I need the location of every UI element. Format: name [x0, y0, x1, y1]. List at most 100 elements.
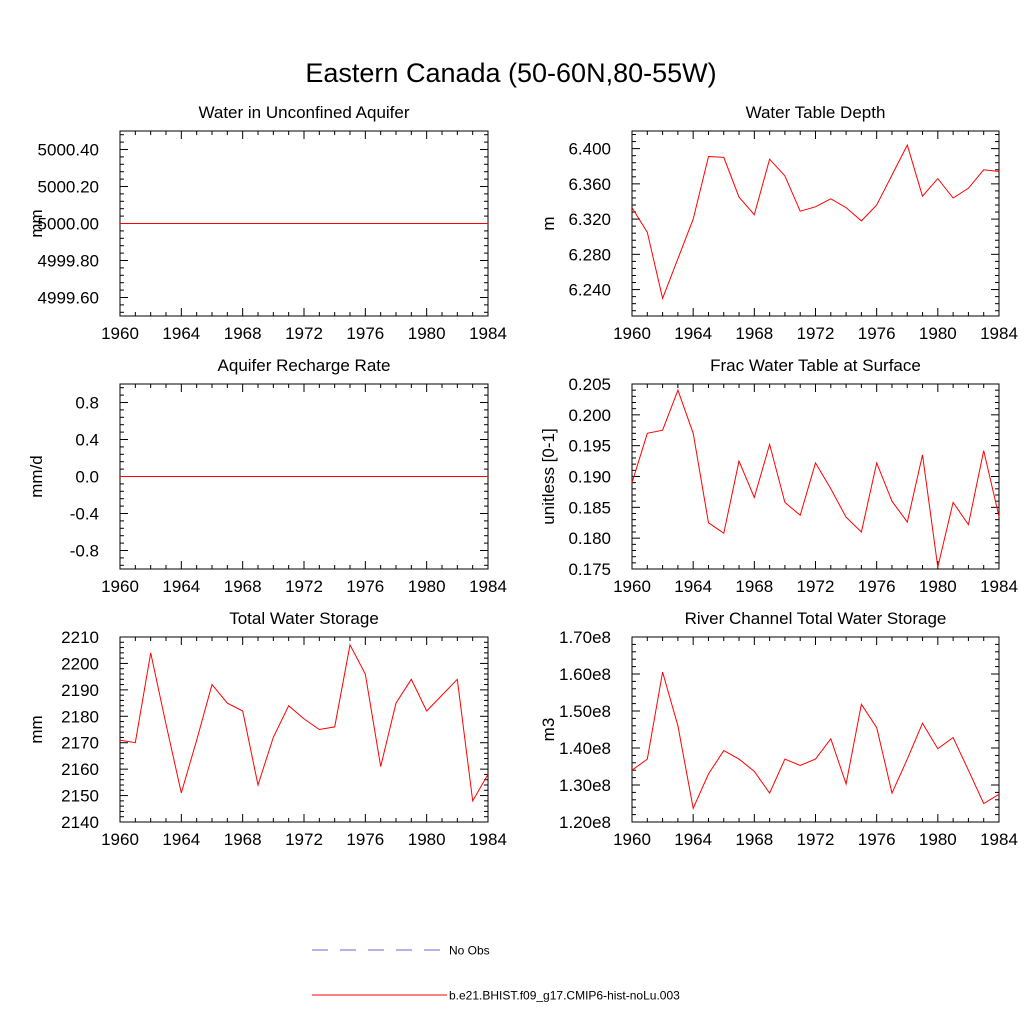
x-tick-label: 1968: [735, 577, 773, 596]
legend-label-no-obs: No Obs: [449, 944, 490, 958]
y-tick-label: 6.280: [568, 245, 611, 264]
x-tick-label: 1980: [919, 324, 957, 343]
y-tick-label: 1.50e8: [559, 702, 611, 721]
x-tick-label: 1972: [285, 830, 323, 849]
x-tick-label: 1976: [346, 577, 384, 596]
y-tick-label: 2190: [61, 681, 99, 700]
x-tick-label: 1968: [224, 577, 262, 596]
x-tick-label: 1984: [469, 830, 507, 849]
y-tick-label: 1.20e8: [559, 813, 611, 832]
x-tick-label: 1968: [224, 830, 262, 849]
x-tick-label: 1984: [980, 830, 1018, 849]
x-tick-label: 1980: [408, 830, 446, 849]
plot-frame: [119, 636, 489, 823]
x-tick-label: 1984: [980, 577, 1018, 596]
y-tick-label: 5000.40: [38, 141, 99, 160]
x-tick-label: 1964: [674, 577, 712, 596]
y-tick-label: 0.8: [75, 394, 99, 413]
x-tick-label: 1980: [408, 324, 446, 343]
x-tick-label: 1968: [735, 830, 773, 849]
x-tick-label: 1976: [858, 830, 896, 849]
x-tick-label: 1964: [162, 577, 200, 596]
x-tick-label: 1960: [101, 324, 139, 343]
x-tick-label: 1984: [469, 324, 507, 343]
y-tick-label: 1.40e8: [559, 739, 611, 758]
y-axis-label: m: [539, 216, 558, 230]
y-tick-label: 1.70e8: [559, 628, 611, 647]
y-tick-label: 5000.20: [38, 178, 99, 197]
x-tick-label: 1976: [858, 324, 896, 343]
panel-title: River Channel Total Water Storage: [685, 609, 947, 628]
y-tick-label: 2150: [61, 787, 99, 806]
legend-label-model: b.e21.BHIST.f09_g17.CMIP6-hist-noLu.003: [449, 989, 680, 1003]
x-tick-label: 1960: [613, 830, 651, 849]
x-tick-label: 1964: [162, 830, 200, 849]
y-tick-label: 2160: [61, 760, 99, 779]
series-line-0: [631, 388, 1000, 568]
y-tick-label: 6.320: [568, 210, 611, 229]
panel-title: Total Water Storage: [229, 609, 379, 628]
y-tick-label: 0.4: [75, 431, 99, 450]
y-tick-label: 0.195: [568, 437, 611, 456]
panel-title: Frac Water Table at Surface: [710, 356, 921, 375]
panel-1: Water Table Depth m 1960 1964 1968 1972 1976 19…: [539, 103, 1018, 343]
panel-title: Aquifer Recharge Rate: [218, 356, 391, 375]
plot-frame: [631, 636, 1000, 823]
series-line-0: [631, 671, 1000, 810]
x-tick-label: 1976: [858, 577, 896, 596]
y-tick-label: -0.4: [70, 505, 99, 524]
x-tick-label: 1980: [919, 830, 957, 849]
y-tick-label: 2180: [61, 707, 99, 726]
y-tick-label: 0.205: [568, 375, 611, 394]
x-tick-label: 1968: [735, 324, 773, 343]
y-tick-label: 0.175: [568, 560, 611, 579]
y-tick-label: 6.400: [568, 140, 611, 159]
x-tick-label: 1972: [797, 830, 835, 849]
x-tick-label: 1960: [101, 830, 139, 849]
figure-title: Eastern Canada (50-60N,80-55W): [305, 58, 716, 88]
x-tick-label: 1984: [469, 577, 507, 596]
x-tick-label: 1964: [162, 324, 200, 343]
x-tick-label: 1976: [346, 324, 384, 343]
y-tick-label: 5000.00: [38, 215, 99, 234]
legend: No Obs b.e21.BHIST.f09_g17.CMIP6-hist-no…: [312, 944, 680, 1003]
panel-3: Frac Water Table at Surface unitless [0-1…: [539, 356, 1018, 596]
y-axis-label: mm: [27, 715, 46, 743]
series-line-0: [119, 643, 489, 803]
y-tick-label: -0.8: [70, 542, 99, 561]
panel-2: Aquifer Recharge Rate mm/d 1960 1964 1968 197…: [27, 356, 507, 596]
y-tick-label: 0.185: [568, 498, 611, 517]
x-tick-label: 1964: [674, 830, 712, 849]
x-tick-label: 1968: [224, 324, 262, 343]
panel-title: Water in Unconfined Aquifer: [198, 103, 409, 122]
x-tick-label: 1972: [285, 577, 323, 596]
x-tick-label: 1972: [797, 577, 835, 596]
y-tick-label: 6.240: [568, 281, 611, 300]
plot-frame: [631, 130, 1000, 317]
x-tick-label: 1960: [613, 577, 651, 596]
panel-4: Total Water Storage mm 1960 1964 1968 1972 197…: [27, 609, 507, 849]
x-tick-label: 1980: [919, 577, 957, 596]
y-tick-label: 1.30e8: [559, 776, 611, 795]
y-tick-label: 0.0: [75, 468, 99, 487]
y-tick-label: 4999.60: [38, 289, 99, 308]
panel-0: Water in Unconfined Aquifer mm 1960 1964 196…: [27, 103, 507, 343]
x-tick-label: 1972: [285, 324, 323, 343]
y-tick-label: 6.360: [568, 175, 611, 194]
panel-title: Water Table Depth: [746, 103, 886, 122]
y-tick-label: 2210: [61, 628, 99, 647]
x-tick-label: 1960: [613, 324, 651, 343]
y-tick-label: 0.200: [568, 406, 611, 425]
y-axis-label: mm/d: [27, 455, 46, 498]
x-tick-label: 1984: [980, 324, 1018, 343]
y-tick-label: 2170: [61, 734, 99, 753]
y-tick-label: 0.180: [568, 529, 611, 548]
y-tick-label: 4999.80: [38, 252, 99, 271]
y-tick-label: 2140: [61, 813, 99, 832]
y-axis-label: m3: [539, 718, 558, 742]
series-line-0: [631, 143, 1000, 301]
y-tick-label: 1.60e8: [559, 665, 611, 684]
x-tick-label: 1976: [346, 830, 384, 849]
